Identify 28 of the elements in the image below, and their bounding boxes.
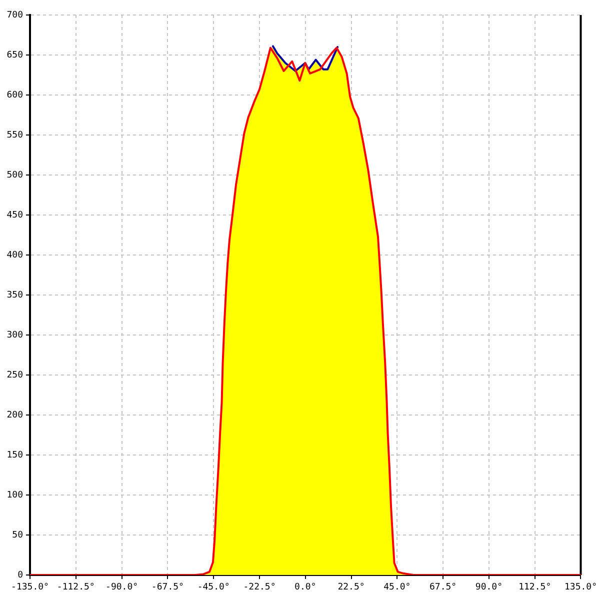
y-tick-label: 550 <box>6 130 23 140</box>
x-tick-label: -112.5° <box>56 582 95 593</box>
y-tick-label: 100 <box>6 490 23 500</box>
x-tick-label: -22.5° <box>243 582 276 593</box>
x-tick-label: -45.0° <box>197 582 230 593</box>
x-tick-label: -135.0° <box>11 582 49 593</box>
x-tick-label: 112.5° <box>518 582 552 593</box>
x-tick-label: 0.0° <box>294 582 316 593</box>
y-tick-label: 600 <box>6 90 23 100</box>
y-tick-label: 500 <box>6 170 23 180</box>
y-tick-label: 350 <box>6 290 23 300</box>
y-tick-label: 150 <box>6 450 23 460</box>
y-tick-label: 450 <box>6 210 23 220</box>
x-tick-label: -90.0° <box>106 582 138 593</box>
y-tick-label: 200 <box>6 410 23 420</box>
y-tick-label: 50 <box>12 530 23 540</box>
y-tick-label: 400 <box>6 250 23 260</box>
x-tick-label: 67.5° <box>430 582 457 593</box>
x-tick-label: 90.0° <box>475 582 502 593</box>
y-tick-label: 650 <box>6 50 23 60</box>
x-tick-label: 135.0° <box>564 582 597 593</box>
x-tick-label: -67.5° <box>151 582 184 593</box>
x-tick-label: 22.5° <box>338 582 365 593</box>
x-tick-label: 45.0° <box>384 582 411 593</box>
y-tick-label: 250 <box>6 370 23 380</box>
y-tick-label: 300 <box>6 330 23 340</box>
y-tick-label: 700 <box>6 10 23 20</box>
y-tick-label: 0 <box>18 570 23 580</box>
